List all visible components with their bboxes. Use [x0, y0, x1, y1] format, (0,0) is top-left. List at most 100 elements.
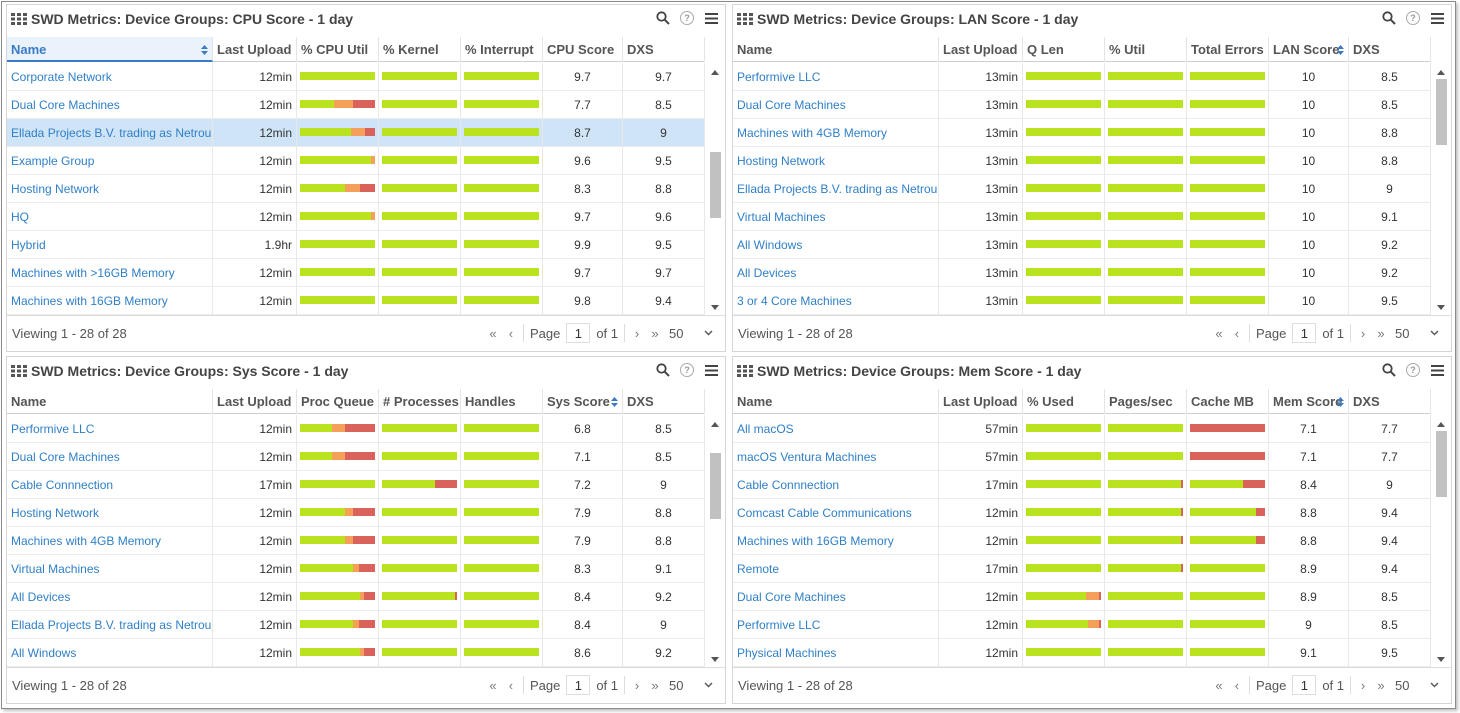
page-size-select[interactable]: 50	[1393, 675, 1441, 695]
table-row[interactable]: HQ 12min 9.7 9.6	[7, 203, 705, 231]
page-number-input[interactable]	[1292, 675, 1317, 695]
group-name-link[interactable]: Corporate Network	[7, 63, 213, 91]
prev-page-icon[interactable]: ‹	[1234, 325, 1240, 341]
vertical-scrollbar[interactable]	[708, 63, 722, 315]
first-page-icon[interactable]: «	[1215, 325, 1223, 341]
table-row[interactable]: Performive LLC 12min 6.8 8.5	[7, 415, 705, 443]
table-row[interactable]: Example Group 12min 9.6 9.5	[7, 147, 705, 175]
group-name-link[interactable]: All Windows	[7, 639, 213, 667]
help-icon[interactable]: ?	[1405, 362, 1421, 378]
column-header-name[interactable]: Name	[7, 389, 213, 414]
scroll-thumb[interactable]	[710, 151, 721, 218]
scroll-down-icon[interactable]	[1437, 303, 1445, 311]
menu-icon[interactable]	[1429, 10, 1445, 26]
column-header-lan-score[interactable]: LAN Score	[1269, 37, 1349, 62]
group-name-link[interactable]: Performive LLC	[7, 415, 213, 443]
column-header-last-upload[interactable]: Last Upload	[939, 389, 1023, 414]
scroll-up-icon[interactable]	[1437, 421, 1445, 429]
group-name-link[interactable]: Ellada Projects B.V. trading as Netrou	[7, 611, 213, 639]
prev-page-icon[interactable]: ‹	[1234, 677, 1240, 693]
page-size-select[interactable]: 50	[667, 675, 715, 695]
first-page-icon[interactable]: «	[489, 325, 497, 341]
next-page-icon[interactable]: ›	[634, 325, 640, 341]
first-page-icon[interactable]: «	[1215, 677, 1223, 693]
page-size-select[interactable]: 50	[1393, 323, 1441, 343]
column-header-dxs[interactable]: DXS	[1349, 37, 1431, 62]
group-name-link[interactable]: Hybrid	[7, 231, 213, 259]
group-name-link[interactable]: Machines with 4GB Memory	[7, 527, 213, 555]
group-name-link[interactable]: Cable Connnection	[733, 471, 939, 499]
table-row[interactable]: Ellada Projects B.V. trading as Netrou 12…	[7, 119, 705, 147]
group-name-link[interactable]: macOS Ventura Machines	[733, 443, 939, 471]
table-row[interactable]: 3 or 4 Core Machines 13min 10 9.5	[733, 287, 1431, 315]
group-name-link[interactable]: Cable Connnection	[7, 471, 213, 499]
help-icon[interactable]: ?	[679, 362, 695, 378]
group-name-link[interactable]: Comcast Cable Communications	[733, 499, 939, 527]
page-number-input[interactable]	[566, 323, 591, 343]
scroll-up-icon[interactable]	[711, 69, 719, 77]
table-row[interactable]: Hosting Network 13min 10 8.8	[733, 147, 1431, 175]
last-page-icon[interactable]: »	[651, 677, 659, 693]
column-header-proc-queue[interactable]: Proc Queue	[297, 389, 379, 414]
table-row[interactable]: Machines with 4GB Memory 13min 10 8.8	[733, 119, 1431, 147]
next-page-icon[interactable]: ›	[634, 677, 640, 693]
last-page-icon[interactable]: »	[1377, 677, 1385, 693]
prev-page-icon[interactable]: ‹	[508, 325, 514, 341]
column-header-dxs[interactable]: DXS	[623, 389, 705, 414]
table-row[interactable]: Machines with 4GB Memory 12min 7.9 8.8	[7, 527, 705, 555]
column-header-used[interactable]: % Used	[1023, 389, 1105, 414]
group-name-link[interactable]: Virtual Machines	[733, 203, 939, 231]
scroll-up-icon[interactable]	[1437, 69, 1445, 77]
table-row[interactable]: Hosting Network 12min 7.9 8.8	[7, 499, 705, 527]
scroll-down-icon[interactable]	[1437, 655, 1445, 663]
scroll-down-icon[interactable]	[711, 303, 719, 311]
search-icon[interactable]	[1381, 10, 1397, 26]
group-name-link[interactable]: Machines with 16GB Memory	[7, 287, 213, 315]
column-header-cpu-util[interactable]: % CPU Util	[297, 37, 379, 62]
group-name-link[interactable]: Ellada Projects B.V. trading as Netrou	[7, 119, 213, 147]
table-row[interactable]: Corporate Network 12min 9.7 9.7	[7, 63, 705, 91]
column-header-interrupt[interactable]: % Interrupt	[461, 37, 543, 62]
last-page-icon[interactable]: »	[651, 325, 659, 341]
group-name-link[interactable]: Virtual Machines	[7, 555, 213, 583]
search-icon[interactable]	[655, 10, 671, 26]
table-row[interactable]: Performive LLC 12min 9 8.5	[733, 611, 1431, 639]
group-name-link[interactable]: 3 or 4 Core Machines	[733, 287, 939, 315]
table-row[interactable]: Hybrid 1.9hr 9.9 9.5	[7, 231, 705, 259]
help-icon[interactable]: ?	[679, 10, 695, 26]
column-header-dxs[interactable]: DXS	[623, 37, 705, 62]
group-name-link[interactable]: Remote	[733, 555, 939, 583]
column-header-mem-score[interactable]: Mem Score	[1269, 389, 1349, 414]
sort-icon[interactable]	[201, 45, 208, 55]
sort-icon[interactable]	[611, 397, 618, 407]
table-row[interactable]: All Windows 12min 8.6 9.2	[7, 639, 705, 667]
group-name-link[interactable]: Machines with >16GB Memory	[7, 259, 213, 287]
table-row[interactable]: Machines with >16GB Memory 12min 9.7 9.7	[7, 259, 705, 287]
column-header-last-upload[interactable]: Last Upload	[213, 37, 297, 62]
table-row[interactable]: Cable Connnection 17min 8.4 9	[733, 471, 1431, 499]
group-name-link[interactable]: Hosting Network	[7, 175, 213, 203]
column-header-last-upload[interactable]: Last Upload	[213, 389, 297, 414]
column-header-util[interactable]: % Util	[1105, 37, 1187, 62]
group-name-link[interactable]: HQ	[7, 203, 213, 231]
scroll-thumb[interactable]	[710, 453, 721, 519]
column-header-cpu-score[interactable]: CPU Score	[543, 37, 623, 62]
column-header-kernel[interactable]: % Kernel	[379, 37, 461, 62]
table-row[interactable]: Dual Core Machines 12min 7.7 8.5	[7, 91, 705, 119]
help-icon[interactable]: ?	[1405, 10, 1421, 26]
menu-icon[interactable]	[703, 362, 719, 378]
column-header-cache-mb[interactable]: Cache MB	[1187, 389, 1269, 414]
table-row[interactable]: Ellada Projects B.V. trading as Netrou 12…	[7, 611, 705, 639]
group-name-link[interactable]: Physical Machines	[733, 639, 939, 667]
table-row[interactable]: Dual Core Machines 12min 8.9 8.5	[733, 583, 1431, 611]
page-number-input[interactable]	[566, 675, 591, 695]
table-row[interactable]: All Windows 13min 10 9.2	[733, 231, 1431, 259]
vertical-scrollbar[interactable]	[1434, 63, 1448, 315]
column-header-name[interactable]: Name	[733, 37, 939, 62]
group-name-link[interactable]: All macOS	[733, 415, 939, 443]
group-name-link[interactable]: Example Group	[7, 147, 213, 175]
vertical-scrollbar[interactable]	[1434, 415, 1448, 667]
group-name-link[interactable]: Performive LLC	[733, 63, 939, 91]
table-row[interactable]: macOS Ventura Machines 57min 7.1 7.7	[733, 443, 1431, 471]
menu-icon[interactable]	[703, 10, 719, 26]
